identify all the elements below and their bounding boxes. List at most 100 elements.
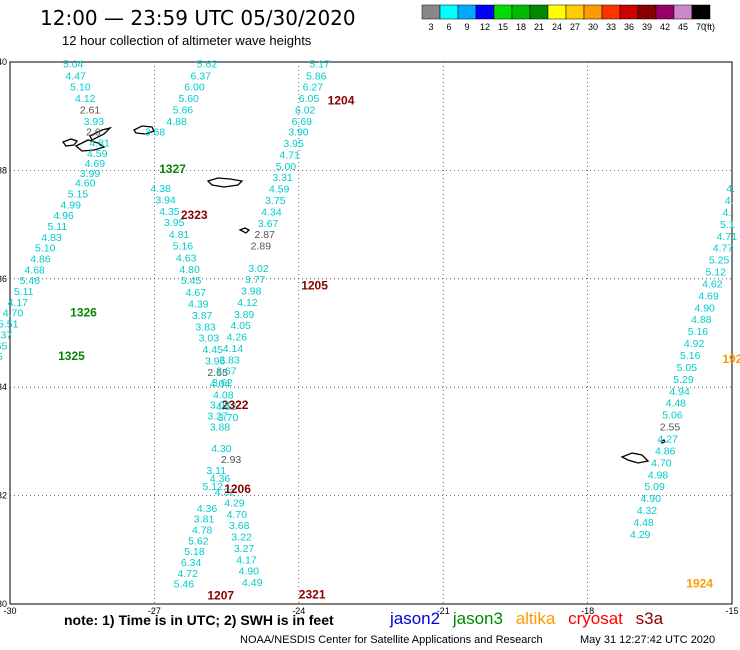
colorbar-swatch [457,4,477,20]
pass-time-label: 1205 [301,279,328,293]
colorbar-swatch [673,4,693,20]
wave-height-value: 4. [725,195,734,207]
satellite-legend: jason2 jason3 altika cryosat s3a [390,609,671,629]
wave-height-value: 3.95 [283,138,304,150]
generation-timestamp: May 31 12:27:42 UTC 2020 [580,634,716,646]
colorbar-swatch [691,4,711,20]
wave-height-value: 4.52 [216,401,237,413]
wave-height-value: 6.37 [191,70,212,82]
wave-height-value: 4. [722,207,731,219]
wave-height-value: 4.83 [41,232,62,244]
wave-height-value: 4.72 [178,568,199,580]
wave-height-value: 5.25 [709,255,730,267]
wave-height-value: 5.16 [173,241,194,253]
wave-height-value: 3.31 [272,172,293,184]
pass-time-label: 1327 [159,162,186,176]
wave-height-value: 4.59 [269,184,290,196]
wave-height-value: 5.15 [68,189,89,201]
wave-height-value: 3.83 [195,321,216,333]
colorbar-swatch [439,4,459,20]
colorbar-label: 36 [624,22,634,32]
wave-height-value: 4.92 [684,338,705,350]
pass-time-label: 1923 [722,352,740,366]
wave-height-value: 2.87 [255,229,276,241]
wave-height-value: 4.48 [633,517,654,529]
wave-height-value: 4.59 [87,148,108,160]
wave-height-value: 4.78 [192,525,213,537]
wave-height-value: 4.35 [159,206,180,218]
wave-height-value: 2.61 [80,104,101,116]
wave-height-value: 4. [726,183,735,195]
wave-height-value: 4.71 [280,149,301,161]
lon-tick-label: -21 [437,606,450,616]
sat-s3a: s3a [635,609,664,628]
chart-subtitle: 12 hour collection of altimeter wave hei… [62,33,312,48]
wave-height-value: 4.17 [236,554,257,566]
wave-height-value: 2.93 [221,454,242,466]
lat-tick-label: 34 [0,382,7,392]
wave-height-value: 3.67 [216,366,237,378]
wave-height-value: 3.02 [248,263,269,275]
wave-height-value: 4.90 [239,566,260,578]
wave-height-value: 4.77 [713,243,734,255]
lon-tick-label: -30 [3,606,16,616]
wave-height-value: 4.88 [166,116,187,128]
wave-height-value: 5.10 [70,82,91,94]
wave-height-value: 5.45 [181,275,202,287]
lat-tick-label: 40 [0,57,7,67]
colorbar-label: 12 [480,22,490,32]
sat-jason2: jason2 [390,609,441,628]
lat-tick-label: 38 [0,165,7,175]
colorbar-swatch [637,4,657,20]
sat-jason3: jason3 [452,609,503,628]
wave-height-value: 5.10 [35,243,56,255]
wave-height-value: 2.55 [660,422,681,434]
sat-cryosat: cryosat [568,609,623,628]
wave-height-value: 4.60 [75,178,96,190]
wave-height-value: 3.08 [210,399,231,411]
wave-height-value: 5.11 [14,286,34,298]
wave-height-value: 3.75 [265,195,286,207]
wave-height-value: 5.29 [673,374,694,386]
wave-height-value: 5.1 [720,219,735,231]
wave-height-value: 4.45 [203,344,224,356]
island-outline [89,126,113,141]
wave-height-value: 5.60 [178,93,199,105]
wave-height-value: 4.69 [698,290,719,302]
colorbar-swatch [655,4,675,20]
colorbar-label: 15 [498,22,508,32]
wave-height-value: 4.86 [655,445,676,457]
wave-height-value: 2.6 [86,127,101,139]
wave-height-value: 4.38 [151,183,172,195]
colorbar-swatch [511,4,531,20]
colorbar-swatch [529,4,549,20]
wave-height-value: 5.62 [197,58,218,70]
wave-height-value: 5.11 [48,221,68,233]
lon-tick-label: -15 [725,606,738,616]
wave-height-value: 3.11 [206,465,226,477]
wave-height-value: 4.67 [186,287,207,299]
wave-height-value: 3.81 [194,514,215,526]
map-frame [9,61,733,605]
wave-height-value: 4.94 [669,386,690,398]
wave-height-value: 5.00 [276,161,297,173]
wave-height-value: 4.04 [210,378,231,390]
wave-height-value: 6.34 [181,557,202,569]
wave-height-value: 5.16 [680,350,701,362]
wave-height-value: 4.05 [230,320,251,332]
wave-height-value: 4.47 [65,70,86,82]
wave-height-value: 4.29 [630,529,651,541]
wave-height-value: 6.00 [184,82,205,94]
colorbar-label: 9 [464,22,469,32]
wave-height-value: 3.94 [155,194,176,206]
wave-height-value: 3.22 [231,532,252,544]
colorbar-label: 3 [428,22,433,32]
wave-height-value: 5.46 [174,579,195,591]
wave-height-value: 3.90 [288,127,309,139]
wave-height-value: 4.14 [223,343,244,355]
wave-height-value: 2.89 [251,241,272,253]
wave-height-value: 3.70 [218,412,239,424]
island-outline [61,138,79,147]
wave-height-value: 3.27 [207,411,228,423]
chart-title: 12:00 — 23:59 UTC 05/30/2020 [40,6,356,30]
